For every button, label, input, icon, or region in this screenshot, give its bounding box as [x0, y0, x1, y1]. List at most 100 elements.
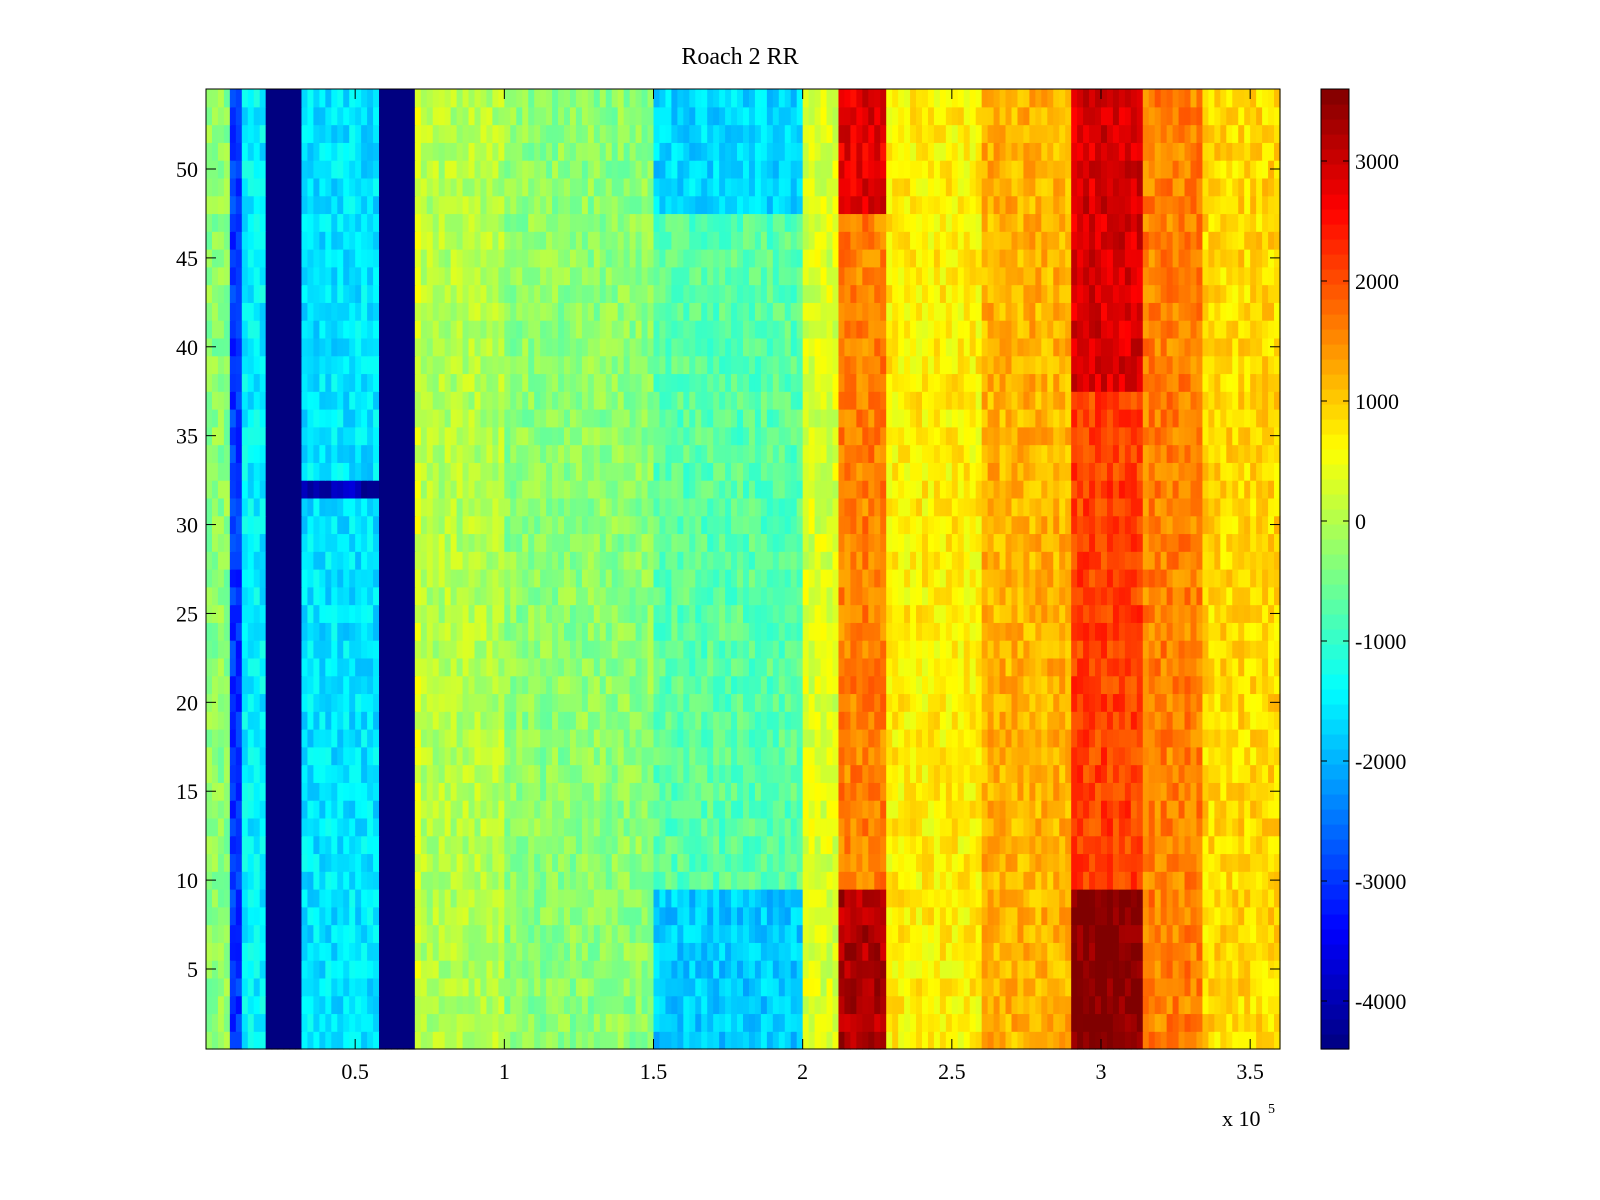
- heatmap-cell: [349, 657, 356, 677]
- heatmap-cell: [999, 622, 1007, 641]
- heatmap-cell: [945, 604, 953, 623]
- heatmap-cell: [569, 817, 577, 837]
- heatmap-cell: [1190, 657, 1198, 677]
- heatmap-cell: [671, 924, 678, 943]
- heatmap-cell: [802, 835, 810, 855]
- heatmap-cell: [1083, 586, 1090, 606]
- heatmap-cell: [486, 889, 493, 908]
- heatmap-cell: [241, 853, 249, 872]
- heatmap-cell: [743, 657, 750, 677]
- heatmap-cell: [325, 551, 332, 570]
- heatmap-cell: [754, 622, 762, 641]
- heatmap-cell: [361, 960, 368, 979]
- heatmap-cell: [1232, 853, 1239, 872]
- heatmap-cell: [957, 711, 965, 730]
- heatmap-cell: [605, 729, 613, 748]
- heatmap-cell: [581, 764, 589, 783]
- heatmap-cell: [546, 960, 553, 979]
- heatmap-cell: [844, 604, 851, 623]
- heatmap-cell: [438, 586, 446, 606]
- heatmap-cell: [653, 906, 661, 926]
- heatmap-cell: [271, 906, 279, 926]
- heatmap-cell: [1041, 693, 1048, 712]
- heatmap-cell: [552, 977, 559, 997]
- heatmap-cell: [1202, 924, 1209, 943]
- heatmap-cell: [796, 657, 804, 677]
- heatmap-cell: [784, 657, 792, 677]
- heatmap-cell: [581, 889, 589, 908]
- heatmap-cell: [826, 889, 834, 908]
- heatmap-cell: [295, 817, 303, 837]
- heatmap-cell: [1101, 871, 1108, 890]
- heatmap-cell: [1112, 1013, 1120, 1032]
- heatmap-cell: [522, 764, 529, 783]
- heatmap-cell: [1160, 675, 1168, 695]
- heatmap-cell: [832, 746, 840, 766]
- heatmap-cell: [1250, 693, 1257, 712]
- heatmap-cell: [289, 800, 297, 819]
- heatmap-cell: [462, 1031, 470, 1050]
- heatmap-cell: [617, 675, 625, 695]
- heatmap-cell: [605, 764, 613, 783]
- heatmap-cell: [367, 693, 374, 712]
- heatmap-cell: [474, 817, 482, 837]
- heatmap-cell: [856, 782, 863, 801]
- heatmap-cell: [963, 782, 971, 801]
- heatmap-cell: [498, 569, 505, 588]
- heatmap-cell: [564, 711, 571, 730]
- heatmap-cell: [319, 586, 326, 606]
- heatmap-cell: [319, 729, 326, 748]
- heatmap-cell: [975, 835, 983, 855]
- heatmap-cell: [623, 1013, 631, 1032]
- heatmap-cell: [1106, 569, 1114, 588]
- heatmap-cell: [951, 746, 959, 766]
- heatmap-cell: [1005, 906, 1013, 926]
- heatmap-cell: [1101, 764, 1108, 783]
- heatmap-cell: [558, 746, 565, 766]
- heatmap-cell: [408, 711, 416, 730]
- heatmap-cell: [778, 835, 786, 855]
- heatmap-cell: [206, 569, 213, 588]
- heatmap-cell: [313, 622, 320, 641]
- heatmap-cell: [743, 711, 750, 730]
- heatmap-cell: [337, 977, 344, 997]
- heatmap-cell: [558, 693, 565, 712]
- heatmap-cell: [719, 1031, 726, 1050]
- heatmap-cell: [593, 729, 601, 748]
- heatmap-cell: [462, 693, 470, 712]
- heatmap-cell: [695, 640, 702, 659]
- heatmap-cell: [468, 942, 476, 961]
- heatmap-cell: [1268, 817, 1275, 837]
- heatmap-cell: [635, 675, 643, 695]
- heatmap-cell: [957, 871, 965, 890]
- heatmap-cell: [1274, 889, 1281, 908]
- heatmap-cell: [886, 871, 893, 890]
- heatmap-cell: [898, 960, 905, 979]
- heatmap-cell: [349, 871, 356, 890]
- heatmap-cell: [1047, 711, 1054, 730]
- heatmap-cell: [331, 586, 338, 606]
- heatmap-cell: [510, 871, 517, 890]
- heatmap-cell: [319, 675, 326, 695]
- heatmap-cell: [999, 657, 1007, 677]
- heatmap-cell: [385, 906, 392, 926]
- heatmap-cell: [516, 746, 523, 766]
- heatmap-cell: [1142, 640, 1150, 659]
- heatmap-cell: [802, 551, 810, 570]
- heatmap-cell: [229, 853, 237, 872]
- heatmap-cell: [1124, 835, 1132, 855]
- heatmap-cell: [546, 569, 553, 588]
- heatmap-cell: [313, 942, 320, 961]
- heatmap-cell: [892, 835, 899, 855]
- heatmap-cell: [951, 906, 959, 926]
- heatmap-cell: [832, 782, 840, 801]
- heatmap-cell: [969, 817, 977, 837]
- heatmap-cell: [319, 853, 326, 872]
- heatmap-cell: [462, 960, 470, 979]
- heatmap-cell: [1071, 889, 1078, 908]
- heatmap-cell: [301, 746, 309, 766]
- heatmap-cell: [999, 640, 1007, 659]
- heatmap-cell: [886, 640, 893, 659]
- heatmap-cell: [558, 675, 565, 695]
- heatmap-cell: [271, 835, 279, 855]
